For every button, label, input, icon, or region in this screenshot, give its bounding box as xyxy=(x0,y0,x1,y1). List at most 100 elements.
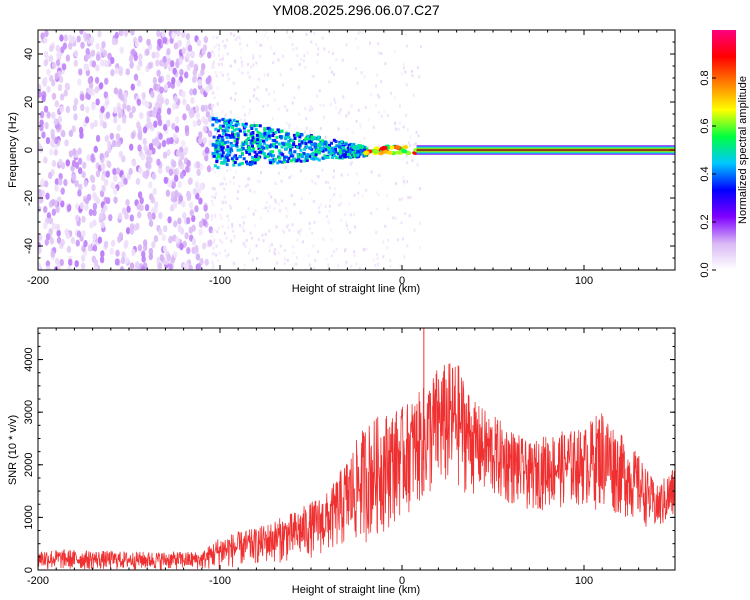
spectrogram-cell xyxy=(244,124,248,128)
spectrogram-cell xyxy=(270,242,273,246)
spectrogram-cell xyxy=(269,130,273,134)
spectrogram-cell xyxy=(232,159,236,163)
spectrogram-cell xyxy=(267,134,271,138)
spectrogram-cell xyxy=(264,232,267,236)
spectrogram-cell xyxy=(239,148,243,152)
x-tick-label: -100 xyxy=(209,275,231,287)
spectrogram-cell xyxy=(182,211,187,220)
spectrogram-cell xyxy=(190,96,195,105)
spectrogram-cell xyxy=(254,209,257,213)
spectrogram-cell xyxy=(235,127,239,131)
spectrogram-cell xyxy=(213,60,216,64)
spectrogram-cell xyxy=(300,140,304,144)
spectrogram-cell xyxy=(224,119,228,123)
spectrogram-cell xyxy=(406,128,409,132)
spectrogram-cell xyxy=(115,249,120,257)
spectrogram-cell xyxy=(377,193,380,197)
colorbar-tick-label: 0.6 xyxy=(699,118,711,133)
spectrogram-cell xyxy=(131,48,136,56)
spectrogram-cell xyxy=(237,127,241,131)
spectrogram-cell xyxy=(85,48,90,56)
spectrogram-cell xyxy=(173,95,178,103)
spectrogram-cell xyxy=(241,151,245,155)
spectrogram-cell xyxy=(328,80,331,84)
spectrogram-cell xyxy=(121,251,126,259)
spectrogram-frame xyxy=(37,29,676,271)
spectrogram-cell xyxy=(223,129,227,133)
spectrogram-cell xyxy=(221,225,224,229)
spectrogram-cell xyxy=(162,245,168,253)
spectrogram-cell xyxy=(303,54,306,58)
spectrogram-cell xyxy=(220,62,223,66)
spectrogram-cell xyxy=(375,253,378,257)
spectrogram-cell xyxy=(147,213,153,221)
spectrogram-cell xyxy=(271,117,274,121)
spectrogram-cell xyxy=(256,139,260,143)
spectrogram-cell xyxy=(151,207,156,215)
spectrogram-cell xyxy=(363,137,366,141)
spectrogram-cell xyxy=(277,58,280,62)
spectrogram-cell xyxy=(216,155,220,159)
spectrogram-cell xyxy=(256,85,259,89)
chart-title: YM08.2025.296.06.07.C27 xyxy=(272,2,440,18)
spectrogram-cell xyxy=(394,127,397,131)
spectrogram-cell xyxy=(247,251,250,255)
spectrogram-cell xyxy=(226,214,229,218)
spectrogram-cell xyxy=(277,202,280,206)
spectrogram-cell xyxy=(248,99,251,103)
spectrogram-cell xyxy=(48,228,53,236)
spectrogram-cell xyxy=(305,137,309,141)
spectrogram-cell xyxy=(121,116,127,124)
spectrogram-cell xyxy=(40,32,45,40)
spectrogram-cell xyxy=(270,195,273,199)
spectrogram-cell xyxy=(85,33,90,41)
spectrogram-cell xyxy=(242,130,246,134)
spectrogram-cell xyxy=(262,152,266,156)
spectrogram-cell xyxy=(365,147,369,151)
spectrogram-cell xyxy=(128,111,134,119)
spectrogram-cell xyxy=(266,132,270,136)
spectrogram-cell xyxy=(38,246,42,254)
spectrogram-cell xyxy=(49,139,55,148)
spectrogram-cell xyxy=(247,177,250,181)
spectrogram-cell xyxy=(350,264,353,268)
spectrogram-cell xyxy=(370,170,373,174)
spectrogram-cell xyxy=(148,156,153,164)
spectrogram-cell xyxy=(214,170,217,174)
spectrogram-cell xyxy=(135,222,140,231)
spectrogram-cell xyxy=(289,154,293,158)
spectrogram-cell xyxy=(249,108,252,112)
spectrogram-cell xyxy=(195,192,200,200)
spectrogram-cell xyxy=(177,181,183,189)
spectrogram-cell xyxy=(322,237,325,241)
spectrogram-cell xyxy=(247,137,251,141)
spectrogram-cell xyxy=(43,59,49,67)
spectrogram-cell xyxy=(319,203,322,207)
spectrogram-cell xyxy=(322,115,325,119)
spectrogram-cell xyxy=(383,110,386,114)
spectrogram-cell xyxy=(45,233,51,241)
spectrogram-cell xyxy=(273,247,276,251)
spectrogram-cell xyxy=(409,135,412,139)
spectrogram-cell xyxy=(77,167,83,175)
spectrogram-cell xyxy=(355,67,358,71)
spectrogram-cell xyxy=(344,150,348,154)
spectrogram-cell xyxy=(233,262,236,266)
spectrogram-cell xyxy=(233,182,236,186)
spectrogram-cell xyxy=(105,170,110,178)
spectrogram-cell xyxy=(81,171,86,179)
spectrogram-cell xyxy=(202,137,207,145)
spectrogram-cell xyxy=(102,121,107,129)
spectrogram-cell xyxy=(218,126,222,130)
spectrogram-cell xyxy=(316,60,319,64)
spectrogram-cell xyxy=(229,124,233,128)
spectrogram-cell xyxy=(396,238,399,242)
spectrogram-cell xyxy=(172,160,177,168)
spectrogram-cell xyxy=(408,214,411,218)
spectrogram-cell xyxy=(346,152,350,156)
spectrogram-cell xyxy=(141,153,146,161)
spectrogram-cell xyxy=(271,154,275,158)
spectrogram-cell xyxy=(207,130,213,138)
